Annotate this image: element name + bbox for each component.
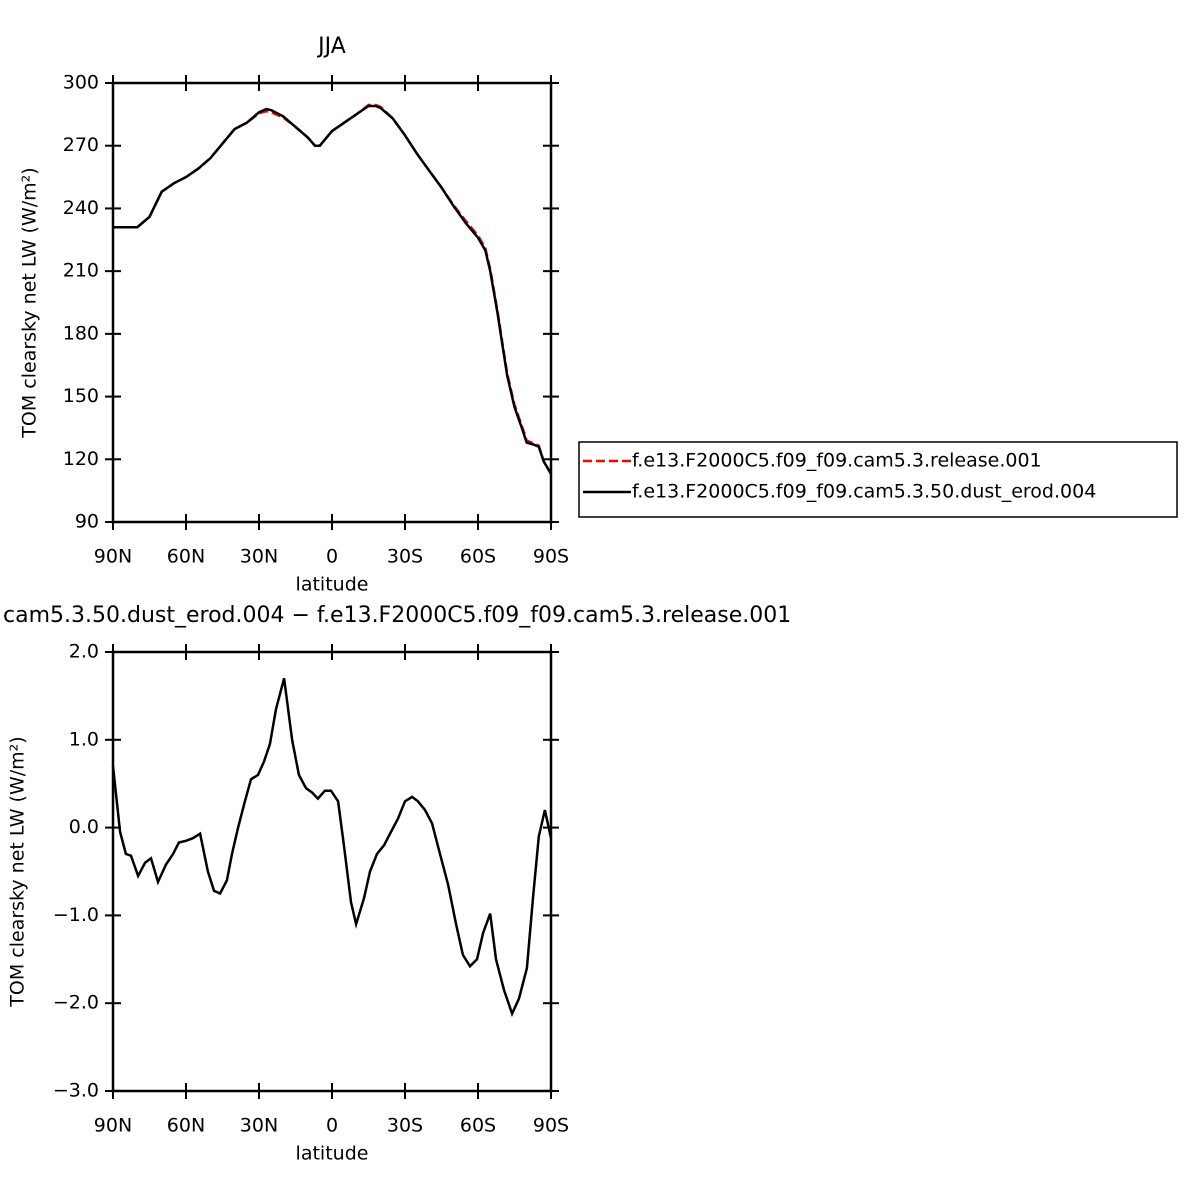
- x-tick-label: 60N: [167, 546, 205, 568]
- x-tick-label: 0: [326, 546, 338, 568]
- y-tick-label: 210: [63, 260, 99, 282]
- x-tick-label: 90N: [94, 1115, 132, 1137]
- y-tick-label: 240: [63, 197, 99, 219]
- data-line: [111, 677, 553, 1018]
- y-tick-label: 90: [75, 511, 99, 533]
- x-tick-label: 90S: [533, 1115, 569, 1137]
- x-tick-label: 0: [326, 1115, 338, 1137]
- plot-frame: [111, 650, 553, 1093]
- x-tick-label: 30S: [387, 1115, 423, 1137]
- data-line: [113, 104, 553, 475]
- y-tick-label: 150: [63, 385, 99, 407]
- legend-label: f.e13.F2000C5.f09_f09.cam5.3.release.001: [632, 450, 1042, 472]
- chart-title: cam5.3.50.dust_erod.004 − f.e13.F2000C5.…: [3, 603, 791, 628]
- chart-title: JJA: [316, 34, 346, 59]
- y-tick-label: 300: [63, 72, 99, 94]
- x-tick-label: 90S: [533, 546, 569, 568]
- y-tick-label: 270: [63, 134, 99, 156]
- x-tick-label: 90N: [94, 546, 132, 568]
- x-axis-label: latitude: [296, 574, 369, 596]
- x-axis-label: latitude: [296, 1143, 369, 1165]
- legend-label: f.e13.F2000C5.f09_f09.cam5.3.50.dust_ero…: [632, 481, 1096, 503]
- y-tick-label: −3.0: [53, 1080, 99, 1102]
- x-tick-label: 30S: [387, 546, 423, 568]
- legend-box: [578, 441, 1178, 518]
- x-tick-label: 60S: [460, 546, 496, 568]
- y-tick-label: −2.0: [53, 992, 99, 1014]
- y-tick-label: 2.0: [69, 641, 99, 663]
- y-tick-label: −1.0: [53, 904, 99, 926]
- x-tick-label: 30N: [240, 546, 278, 568]
- y-axis-label: TOM clearsky net LW (W/m²): [19, 167, 41, 438]
- x-tick-label: 30N: [240, 1115, 278, 1137]
- plot-frame: [111, 81, 553, 524]
- y-tick-label: 1.0: [69, 728, 99, 750]
- y-tick-label: 120: [63, 448, 99, 470]
- x-tick-label: 60N: [167, 1115, 205, 1137]
- x-tick-label: 60S: [460, 1115, 496, 1137]
- data-line: [113, 103, 553, 475]
- y-tick-label: 180: [63, 322, 99, 344]
- y-axis-label: TOM clearsky net LW (W/m²): [7, 736, 29, 1007]
- y-tick-label: 0.0: [69, 816, 99, 838]
